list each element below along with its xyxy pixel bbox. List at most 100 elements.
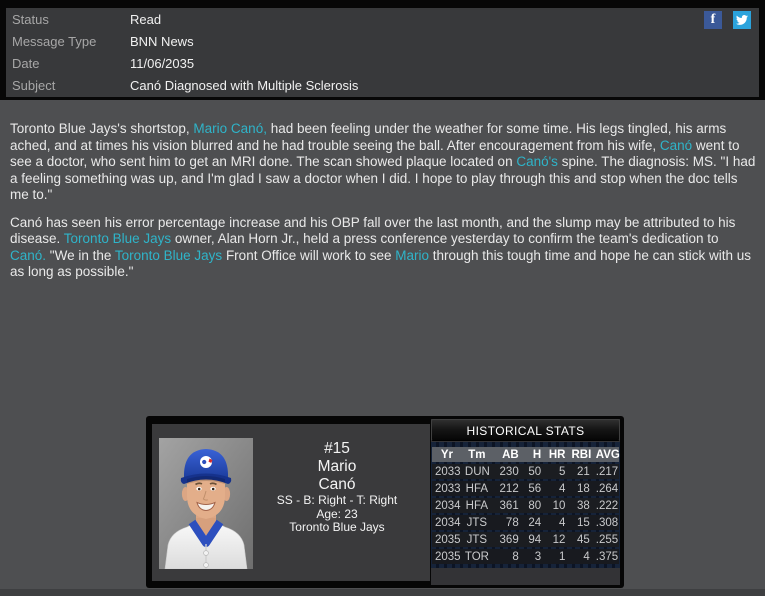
stats-row: 2035 TOR 8 3 1 4.375 (432, 549, 619, 564)
stats-cell: 2035 (432, 549, 462, 564)
player-first-name: Mario (317, 458, 357, 475)
status-value: Read (130, 11, 162, 27)
inline-link[interactable]: Canó (659, 137, 693, 153)
stats-row: 2033 HFA 212 56 4 18.264 (432, 481, 619, 496)
stats-cell: 18 (568, 481, 593, 496)
historical-stats-title: HISTORICAL STATS (431, 419, 620, 441)
date-value: 11/06/2035 (130, 56, 195, 72)
stats-cell: 56 (521, 481, 545, 496)
twitter-bird-icon (736, 15, 748, 25)
inline-link[interactable]: Toronto Blue Jays (114, 247, 223, 263)
stats-cell: .217 (592, 464, 619, 479)
stats-cell: 24 (521, 515, 545, 530)
twitter-share-button[interactable] (733, 11, 751, 29)
text-segment: had been feeling under the weather for s… (10, 121, 727, 153)
stats-cell: 2033 (432, 464, 462, 479)
social-share-buttons: f (704, 11, 751, 29)
player-team-name: Toronto Blue Jays (289, 520, 385, 534)
stats-cell: .375 (592, 549, 619, 564)
stats-cell: 369 (491, 532, 522, 547)
date-label: Date (12, 56, 40, 72)
stats-cell: .222 (592, 498, 619, 513)
stats-row: 2034 HFA 361 80 10 38.222 (432, 498, 619, 513)
stats-cell: 2035 (432, 532, 462, 547)
historical-stats-panel: HISTORICAL STATS Yr Tm AB H HR RBI AVG 2033 DUN… (431, 419, 620, 585)
date-row: Date 11/06/2035 (6, 53, 759, 75)
player-age-line: Age: 23 (316, 506, 358, 521)
stats-cell: 1 (544, 549, 569, 564)
stats-cell: DUN (461, 464, 492, 479)
stats-cell: 4 (544, 481, 569, 496)
stats-cell: 21 (568, 464, 593, 479)
stats-row: 2035 JTS 369 94 12 45.255 (432, 532, 619, 547)
inline-link[interactable]: Mario Canó, (193, 121, 267, 136)
stats-cell: 12 (544, 532, 569, 547)
player-portrait-illustration (159, 438, 253, 569)
subject-row: Subject Canó Diagnosed with Multiple Scl… (6, 75, 759, 97)
message-type-label: Message Type (12, 33, 97, 49)
stats-col-yr: Yr (432, 447, 462, 462)
message-type-value: BNN News (130, 33, 194, 49)
article-paragraph: Canó has seen his error percentage incre… (10, 215, 757, 281)
message-header: Status Read Message Type BNN News Date 1… (0, 0, 765, 100)
subject-value: Canó Diagnosed with Multiple Sclerosis (130, 78, 359, 94)
player-photo (159, 438, 253, 569)
stats-cell: 78 (491, 515, 522, 530)
facebook-share-button[interactable]: f (704, 11, 722, 29)
text-segment: went to see a doctor, who sent him to ge… (10, 137, 740, 170)
text-segment: spine. The diagnosis: MS. "I had a feeli… (10, 154, 756, 202)
historical-stats-table: Yr Tm AB H HR RBI AVG 2033 DUN 230 50 5 21.217 2033 H… (432, 445, 620, 566)
text-segment: Front Office will work to see (222, 247, 396, 263)
stats-cell: 94 (521, 532, 545, 547)
stats-cell: 50 (521, 464, 545, 479)
inline-link[interactable]: Canó's (516, 154, 558, 169)
player-card-text: #15 Mario Canó SS - B: Right - T: Right … (256, 440, 418, 535)
stats-cell: 5 (544, 464, 569, 479)
player-info-widget: #15 Mario Canó SS - B: Right - T: Right … (146, 416, 624, 588)
text-segment: owner, Alan Horn Jr., held a press confe… (171, 231, 719, 246)
facebook-icon: f (710, 12, 716, 27)
text-segment: Canó has seen his error percentage incre… (10, 214, 736, 247)
stats-cell: TOR (461, 549, 492, 564)
text-segment: "We in the (46, 247, 115, 263)
stats-cell: 8 (491, 549, 522, 564)
inline-link[interactable]: Mario (395, 247, 430, 263)
player-last-name: Canó (318, 476, 356, 493)
stats-cell: .255 (592, 532, 619, 547)
player-position-line: SS - B: Right - T: Right (276, 493, 398, 507)
stats-col-h: H (521, 447, 545, 462)
stats-row: 2033 DUN 230 50 5 21.217 (432, 464, 619, 479)
stats-col-rbi: RBI (568, 447, 593, 462)
subject-label: Subject (12, 78, 56, 94)
stats-cell: 2033 (432, 481, 462, 496)
stats-cell: 38 (568, 498, 593, 513)
stats-cell: JTS (461, 515, 492, 530)
player-card[interactable]: #15 Mario Canó SS - B: Right - T: Right … (152, 424, 430, 581)
stats-table-body: 2033 DUN 230 50 5 21.217 2033 HFA 212 56 4 18.264 20… (432, 464, 619, 564)
stats-cell: 361 (491, 498, 522, 513)
stats-cell: 2034 (432, 498, 462, 513)
inline-link[interactable]: Toronto Blue Jays (63, 231, 172, 246)
stats-header-row: Yr Tm AB H HR RBI AVG (432, 447, 620, 462)
historical-stats-table-wrap: Yr Tm AB H HR RBI AVG 2033 DUN 230 50 5 21.217 2033 H… (431, 442, 620, 568)
inline-link[interactable]: Canó. (10, 247, 47, 263)
stats-cell: 230 (491, 464, 522, 479)
stats-cell: .264 (592, 481, 619, 496)
stats-cell: HFA (461, 498, 492, 513)
stats-col-hr: HR (544, 447, 569, 462)
stats-row: 2034 JTS 78 24 4 15.308 (432, 515, 619, 530)
stats-cell: 3 (521, 549, 545, 564)
message-header-panel: Status Read Message Type BNN News Date 1… (6, 8, 759, 97)
player-number: #15 (324, 440, 350, 457)
article-body: Toronto Blue Jays's shortstop, Mario Can… (10, 121, 757, 292)
stats-cell: 2034 (432, 515, 462, 530)
stats-col-tm: Tm (461, 447, 492, 462)
article-paragraph: Toronto Blue Jays's shortstop, Mario Can… (10, 121, 757, 204)
stats-col-avg: AVG (592, 447, 620, 462)
stats-cell: JTS (461, 532, 492, 547)
stats-cell: 4 (544, 515, 569, 530)
bottom-strip (0, 589, 765, 596)
stats-cell: 4 (568, 549, 593, 564)
stats-cell: 80 (521, 498, 545, 513)
